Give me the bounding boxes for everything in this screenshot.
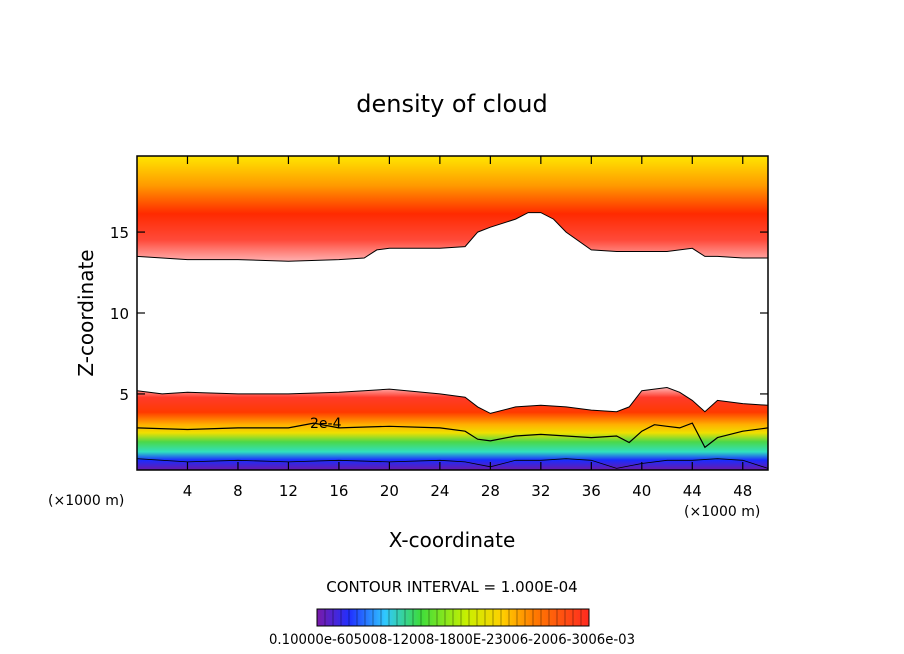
cloud-base-contour [137,458,768,469]
x-axis-label: X-coordinate [389,528,516,552]
x-tick-label-36: 36 [582,482,601,500]
contour-line-2e-4 [137,422,768,449]
lower-cloud-edge-contour [137,386,768,414]
x-unit-right: (×1000 m) [684,504,760,520]
x-tick-label-32: 32 [531,482,550,500]
x-tick-label-16: 16 [329,482,348,500]
y-tick-label-10: 10 [110,305,129,323]
upper-cloud-layer [137,156,768,262]
colorbar-frame [316,608,590,627]
chart-title: density of cloud [356,90,547,118]
x-tick-label-28: 28 [481,482,500,500]
x-tick-label-12: 12 [279,482,298,500]
x-tick-label-8: 8 [233,482,243,500]
x-axis-ticks: 4 8 12 16 20 24 28 32 36 40 44 48 [183,156,752,500]
x-tick-label-24: 24 [430,482,449,500]
lower-cloud-layer [137,387,768,470]
contour-interval-text: CONTOUR INTERVAL = 1.000E-04 [326,578,577,596]
y-axis-label: Z-coordinate [74,249,98,376]
x-tick-label-44: 44 [683,482,702,500]
colorbar [316,608,590,627]
y-tick-label-15: 15 [110,224,129,242]
y-tick-label-5: 5 [119,386,129,404]
upper-cloud-edge-contour [137,212,768,262]
colorbar-ticks [324,609,582,626]
x-tick-label-4: 4 [183,482,193,500]
x-tick-label-48: 48 [733,482,752,500]
y-axis-ticks: 5 10 15 [110,224,768,404]
x-unit-left: (×1000 m) [48,493,124,509]
colorbar-labels: 0.10000e-605008-12008-1800E-23006-2006-3… [269,632,635,648]
x-tick-label-20: 20 [380,482,399,500]
contour-label-2e-4: 2e-4 [310,416,342,432]
plot-area [137,156,768,470]
x-tick-label-40: 40 [632,482,651,500]
